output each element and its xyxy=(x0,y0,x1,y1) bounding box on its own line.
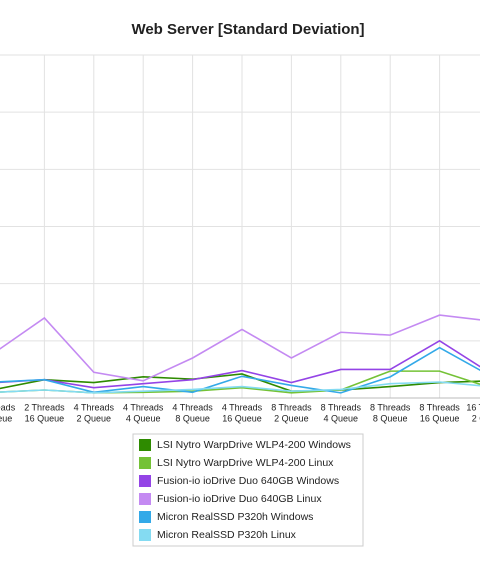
legend-swatch xyxy=(139,511,151,523)
x-tick-label: 8 Queue xyxy=(175,413,210,423)
x-tick-label: 8 Queue xyxy=(0,413,12,423)
x-tick-label: 4 Threads xyxy=(123,402,164,412)
legend-box xyxy=(132,433,364,547)
x-tick-label: 8 Queue xyxy=(373,413,408,423)
x-tick-label: 16 Queue xyxy=(420,413,460,423)
legend-swatch xyxy=(139,493,151,505)
x-tick-label: 4 Threads xyxy=(222,402,263,412)
series-line xyxy=(0,339,480,389)
series-line xyxy=(0,346,480,394)
x-tick-label: 8 Threads xyxy=(321,402,362,412)
x-tick-label: 2 Queue xyxy=(274,413,309,423)
chart-title: Web Server [Standard Deviation] xyxy=(131,21,364,38)
x-tick-label: 2 Threads xyxy=(24,402,65,412)
x-tick-label: 8 Threads xyxy=(419,402,460,412)
series-line xyxy=(0,381,480,394)
x-tick-label: 2 Queue xyxy=(77,413,112,423)
series-line xyxy=(0,373,480,392)
legend-label: Micron RealSSD P320h Windows xyxy=(157,511,313,523)
x-tick-label: 4 Threads xyxy=(172,402,213,412)
x-tick-label: 8 Threads xyxy=(370,402,411,412)
legend-label: Fusion-io ioDrive Duo 640GB Windows xyxy=(157,475,339,487)
legend-swatch xyxy=(139,475,151,487)
x-tick-label: 4 Queue xyxy=(324,413,359,423)
x-tick-label: 16 Queue xyxy=(25,413,65,423)
legend-label: LSI Nytro WarpDrive WLP4-200 Windows xyxy=(157,439,351,451)
legend-swatch xyxy=(139,439,151,451)
x-tick-label: 4 Queue xyxy=(126,413,161,423)
series-line xyxy=(0,314,480,382)
x-tick-label: 4 Threads xyxy=(74,402,115,412)
x-tick-label: 2 Threads xyxy=(0,402,16,412)
x-tick-label: 8 Threads xyxy=(271,402,312,412)
legend-label: LSI Nytro WarpDrive WLP4-200 Linux xyxy=(157,457,334,469)
legend-label: Micron RealSSD P320h Linux xyxy=(157,529,297,541)
x-tick-label: 16 Queue xyxy=(222,413,262,423)
legend-swatch xyxy=(139,529,151,541)
x-tick-label: 2 Queue xyxy=(472,413,480,423)
legend-swatch xyxy=(139,457,151,469)
x-tick-label: 16 Threads xyxy=(466,402,480,412)
legend-label: Fusion-io ioDrive Duo 640GB Linux xyxy=(157,493,322,505)
